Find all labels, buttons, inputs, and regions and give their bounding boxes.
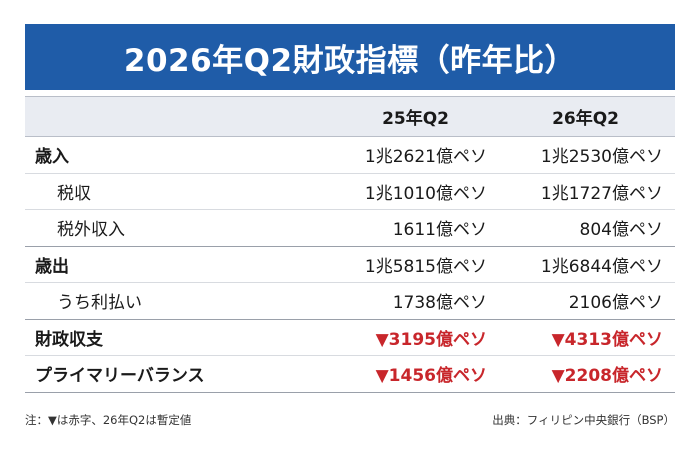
header-26q2: 26年Q2: [499, 96, 675, 137]
cell-value: 1兆6844億ペソ: [499, 246, 675, 283]
header-empty: [25, 96, 319, 137]
table-row: 税収 1兆1010億ペソ 1兆1727億ペソ: [25, 173, 675, 210]
footnote: 注：▼は赤字、26年Q2は暫定値: [25, 413, 192, 427]
cell-value-deficit: ▼2208億ペソ: [499, 355, 675, 393]
cell-value: 1兆1010億ペソ: [319, 173, 499, 210]
cell-value-deficit: ▼4313億ペソ: [499, 319, 675, 356]
cell-value: 1兆1727億ペソ: [499, 173, 675, 210]
row-label-fiscal-balance: 財政収支: [25, 319, 319, 356]
cell-value: 2106億ペソ: [499, 282, 675, 320]
table-row: 歳入 1兆2621億ペソ 1兆2530億ペソ: [25, 136, 675, 174]
cell-value: 1611億ペソ: [319, 209, 499, 247]
header-25q2: 25年Q2: [319, 96, 499, 137]
row-label-tax-revenue: 税収: [25, 173, 319, 210]
cell-value: 1兆2621億ペソ: [319, 136, 499, 174]
table-row: 税外収入 1611億ペソ 804億ペソ: [25, 209, 675, 247]
row-label-interest-payments: うち利払い: [25, 282, 319, 320]
chart-title: 2026年Q2財政指標（昨年比）: [25, 24, 675, 90]
row-label-expenditure: 歳出: [25, 246, 319, 283]
row-label-non-tax-revenue: 税外収入: [25, 209, 319, 247]
table-row: 歳出 1兆5815億ペソ 1兆6844億ペソ: [25, 246, 675, 283]
table-header-row: 25年Q2 26年Q2: [25, 96, 675, 137]
cell-value: 1738億ペソ: [319, 282, 499, 320]
cell-value-deficit: ▼3195億ペソ: [319, 319, 499, 356]
source-note: 出典：フィリピン中央銀行（BSP）: [492, 413, 675, 427]
row-label-primary-balance: プライマリーバランス: [25, 355, 319, 393]
cell-value: 1兆5815億ペソ: [319, 246, 499, 283]
cell-value-deficit: ▼1456億ペソ: [319, 355, 499, 393]
cell-value: 1兆2530億ペソ: [499, 136, 675, 174]
table-row: うち利払い 1738億ペソ 2106億ペソ: [25, 282, 675, 320]
cell-value: 804億ペソ: [499, 209, 675, 247]
fiscal-table: 25年Q2 26年Q2 歳入 1兆2621億ペソ 1兆2530億ペソ 税収 1兆…: [25, 96, 675, 393]
table-row: プライマリーバランス ▼1456億ペソ ▼2208億ペソ: [25, 355, 675, 393]
row-label-revenue: 歳入: [25, 136, 319, 174]
table-row: 財政収支 ▼3195億ペソ ▼4313億ペソ: [25, 319, 675, 356]
